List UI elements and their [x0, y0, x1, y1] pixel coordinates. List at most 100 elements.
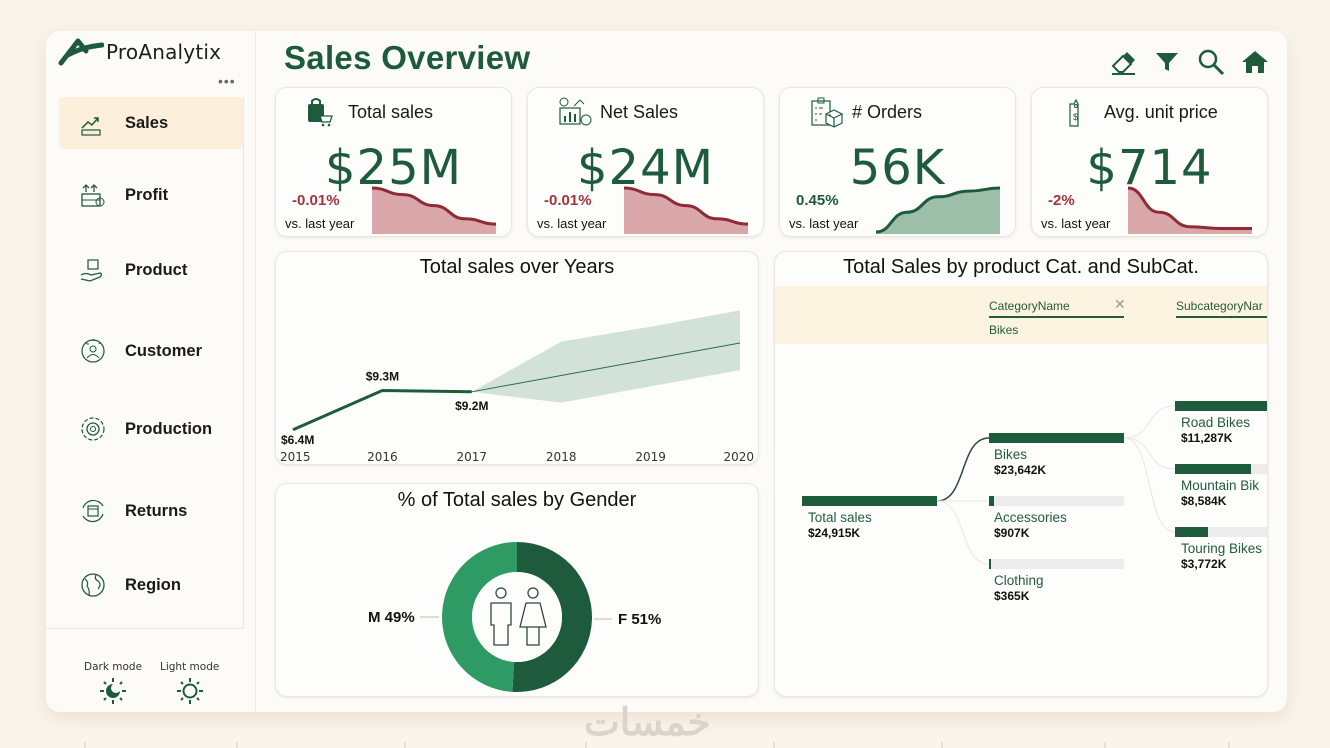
clear-category-icon[interactable]: ✕: [1114, 296, 1126, 312]
profit-icon: [75, 180, 111, 210]
kpi-header: Total sales: [304, 96, 433, 128]
home-button[interactable]: [1240, 47, 1270, 77]
sidebar-item-label: Production: [125, 419, 213, 438]
sidebar-item-returns[interactable]: Returns: [59, 485, 243, 537]
sparkline-area: [876, 188, 1000, 234]
forecast-band: [471, 310, 740, 403]
kpi-value: $24M: [576, 140, 715, 196]
page-title: Sales Overview: [284, 39, 531, 76]
kpi-value: $714: [1086, 140, 1213, 196]
kpi-comparison-label: vs. last year: [537, 216, 607, 231]
kpi-value: 56K: [849, 140, 946, 196]
tree-node-total-sales-fill: [802, 496, 937, 506]
moon-sun-icon: [100, 678, 127, 704]
search-button[interactable]: [1196, 47, 1226, 77]
filter-button[interactable]: [1152, 47, 1182, 77]
subcategory-field-label: SubcategoryNar: [1176, 299, 1263, 313]
bottom-ticks: [84, 742, 1230, 748]
tree-node-touring-bikes-fill: [1175, 527, 1209, 537]
orders-icon: [811, 97, 843, 128]
logo-icon: [58, 38, 104, 66]
sales-icon: [75, 108, 111, 138]
kpi-comparison-label: vs. last year: [789, 216, 859, 231]
kpi-delta: -0.01%: [544, 192, 592, 209]
clear-filters-button[interactable]: [1108, 47, 1138, 77]
tree-node-label: Bikes: [994, 447, 1028, 462]
sidebar-item-region[interactable]: Region: [59, 559, 243, 611]
sidebar-item-customer[interactable]: Customer: [59, 325, 243, 377]
tree-node-value: $365K: [994, 589, 1030, 603]
chart-title: Total Sales by product Cat. and SubCat.: [843, 256, 1199, 278]
kpi-title: Total sales: [348, 101, 434, 122]
tree-connector: [1123, 437, 1176, 533]
logo: ProAnalytix: [58, 37, 221, 67]
kpi-card-net-sales: Net Sales $24M -0.01% vs. last year: [527, 87, 764, 237]
region-icon: [75, 570, 111, 600]
light-mode-label: Light mode: [160, 661, 220, 673]
kpi-title: Avg. unit price: [1104, 101, 1218, 122]
dark-mode-label: Dark mode: [84, 661, 143, 673]
tree-node-label: Clothing: [994, 573, 1044, 588]
production-icon: [75, 414, 111, 444]
returns-icon: [75, 496, 111, 526]
tree-node-value: $8,584K: [1181, 494, 1227, 508]
sidebar-item-label: Returns: [125, 501, 188, 520]
search-icon: [1198, 49, 1225, 76]
tree-node-accessories[interactable]: [989, 496, 1124, 506]
chart-title: Total sales over Years: [419, 256, 615, 278]
x-tick-label: 2015: [280, 450, 311, 464]
product-icon: [75, 255, 111, 285]
sparkline-line: [876, 186, 1001, 234]
kpi-delta: -2%: [1048, 192, 1075, 209]
tree-node-touring-bikes[interactable]: [1175, 527, 1267, 537]
sales-line: [292, 388, 472, 432]
kpi-header: $ Avg. unit price: [1060, 96, 1218, 128]
donut-label-m: M 49%: [368, 609, 415, 626]
svg-text:$: $: [1073, 112, 1078, 122]
sparkline-line: [1128, 186, 1252, 230]
kpi-header: # Orders: [808, 96, 922, 128]
tree-node-accessories-fill: [989, 496, 995, 506]
sparkline-line: [624, 186, 749, 226]
decomposition-tree: Total sales $24,915K Bikes $23,642K Accessor…: [775, 252, 1267, 696]
more-options-button[interactable]: •••: [218, 73, 236, 89]
tree-node-total-sales[interactable]: [802, 496, 937, 506]
donut-hole: [472, 572, 562, 662]
sidebar-item-product[interactable]: Product: [59, 244, 243, 296]
sidebar-nav: Sales Profit Product Customer Production Retu…: [46, 97, 244, 629]
data-label: $6.4M: [281, 433, 314, 447]
dashboard-frame: ProAnalytix ••• Sales Profit Product Custom…: [46, 31, 1287, 712]
sparkline-area: [372, 188, 496, 234]
kpi-card-avg-unit-price: $ Avg. unit price $714 -2% vs. last year: [1031, 87, 1268, 237]
kpi-value: $25M: [324, 140, 463, 196]
sidebar-item-label: Profit: [125, 185, 169, 204]
tree-node-bikes[interactable]: [989, 433, 1124, 443]
kpi-title: Net Sales: [600, 101, 679, 122]
x-tick-label: 2016: [367, 450, 398, 464]
kpi-delta: -0.01%: [292, 192, 340, 209]
light-mode-toggle[interactable]: Light mode: [160, 661, 219, 705]
tree-node-clothing[interactable]: [989, 559, 1124, 569]
dark-mode-toggle[interactable]: Dark mode: [84, 661, 142, 705]
sidebar-item-profit[interactable]: Profit: [59, 169, 243, 221]
shopping-bag-icon: [308, 98, 333, 127]
tree-node-value: $24,915K: [808, 526, 861, 540]
data-label: $9.3M: [366, 369, 399, 383]
x-tick-label: 2019: [635, 450, 666, 464]
eraser-icon: [1111, 52, 1135, 75]
sidebar-item-production[interactable]: Production: [59, 403, 243, 455]
filter-icon: [1156, 53, 1178, 71]
kpi-title: # Orders: [852, 101, 923, 122]
sparkline-area: [1128, 188, 1252, 234]
sidebar-item-sales[interactable]: Sales: [59, 97, 243, 149]
tree-node-label: Road Bikes: [1181, 415, 1251, 430]
tree-node-mountain-bik[interactable]: [1175, 464, 1267, 474]
tree-node-label: Touring Bikes: [1181, 541, 1263, 556]
kpi-sparkline: [624, 186, 749, 234]
kpi-delta: 0.45%: [796, 192, 839, 209]
tree-node-label: Accessories: [994, 510, 1067, 525]
app-name: ProAnalytix: [106, 40, 222, 64]
tree-connector: [936, 437, 990, 502]
x-tick-label: 2018: [546, 450, 577, 464]
tree-node-road-bikes[interactable]: [1175, 401, 1267, 411]
